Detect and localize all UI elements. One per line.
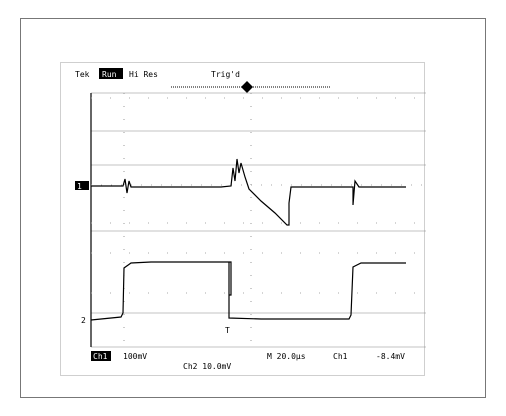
ch1-trace (91, 158, 406, 226)
graticule (90, 92, 426, 348)
trigger-level: -8.4mV (376, 352, 405, 361)
trigger-source: Ch1 (333, 352, 348, 361)
ch1-ground-marker: 1 (77, 182, 82, 191)
trigger-marker: T (225, 326, 230, 335)
status-run: Run (102, 70, 117, 79)
run-indicator-bg (99, 68, 123, 79)
status-trigger: Trig'd (211, 70, 240, 79)
ch1-scale-badge (91, 351, 111, 361)
ch2-trace (90, 261, 406, 321)
ch1-scale-value: 100mV (123, 352, 147, 361)
ch1-scale-label: Ch1 (93, 352, 108, 361)
oscilloscope-screen: Tek Run Hi Res Trig'd 1 2 (60, 62, 426, 376)
status-mode: Hi Res (129, 70, 158, 79)
trigger-position-icon (241, 81, 253, 93)
status-brand: Tek (75, 70, 90, 79)
oscilloscope-display: Tek Run Hi Res Trig'd 1 2 (75, 68, 426, 371)
timebase-readout: M 20.0µs (267, 352, 306, 361)
ch2-ground-marker: 2 (81, 316, 86, 325)
ch2-scale-value: Ch2 10.0mV (183, 362, 231, 371)
ch1-ground-marker-bg (75, 181, 89, 190)
